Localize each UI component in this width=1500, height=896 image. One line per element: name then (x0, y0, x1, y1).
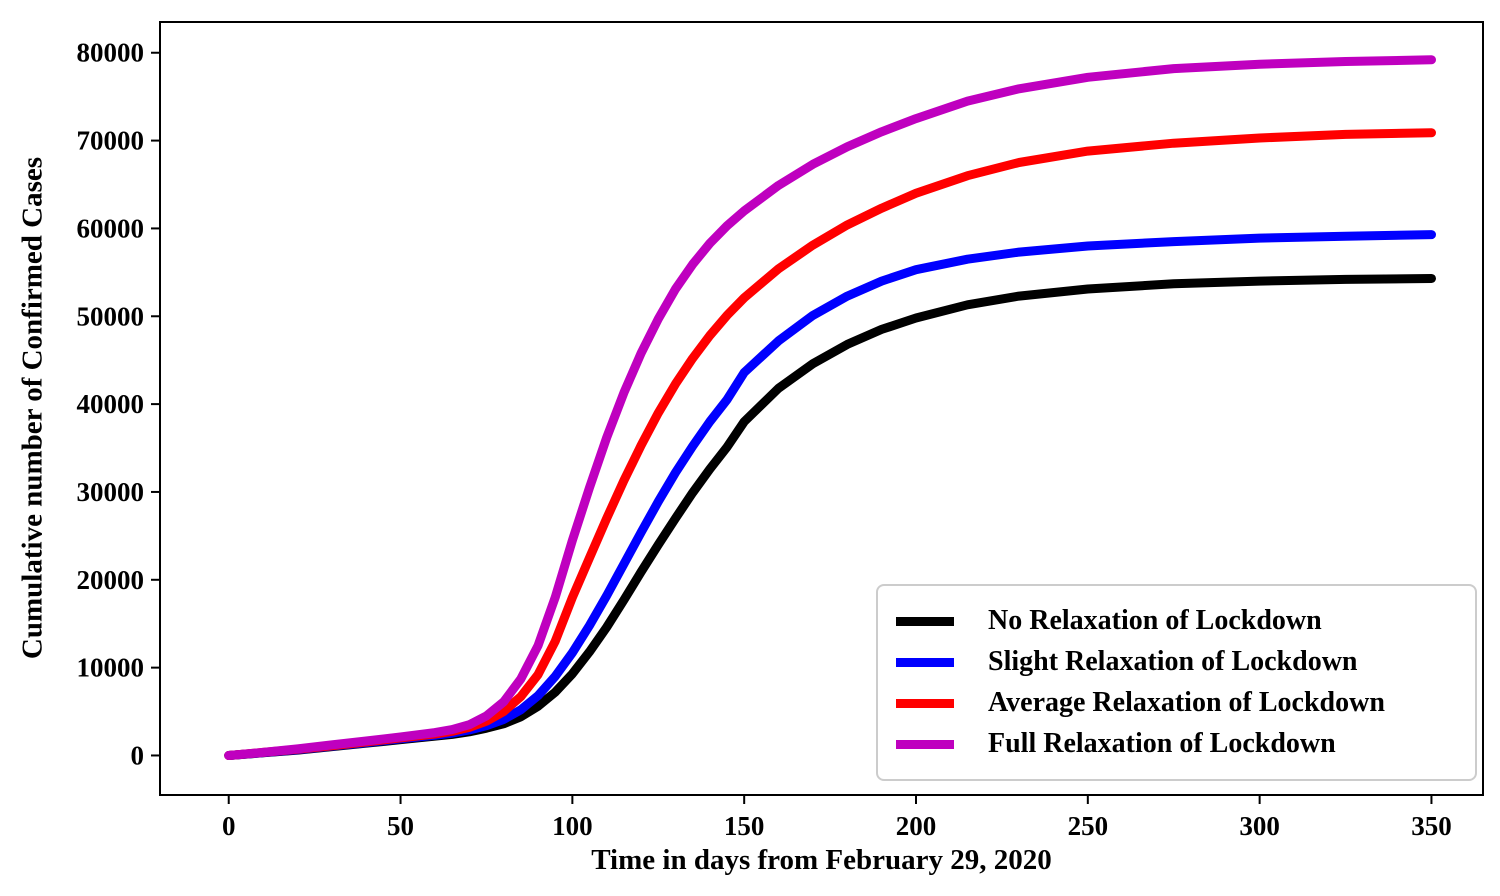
legend-item: No Relaxation of Lockdown (896, 607, 1457, 635)
x-axis-label: Time in days from February 29, 2020 (591, 844, 1052, 876)
x-tick-label: 300 (1239, 811, 1280, 841)
y-tick-label: 30000 (77, 477, 145, 507)
legend-swatch-slight-relaxation (896, 657, 954, 667)
legend-label: Full Relaxation of Lockdown (988, 728, 1336, 759)
y-tick-label: 50000 (77, 301, 145, 331)
x-tick-label: 100 (552, 811, 593, 841)
legend-swatch-full-relaxation (896, 739, 954, 749)
x-tick-label: 350 (1411, 811, 1452, 841)
x-tick-label: 250 (1068, 811, 1109, 841)
y-tick-label: 10000 (77, 653, 145, 683)
legend: No Relaxation of Lockdown Slight Relaxat… (876, 584, 1477, 781)
legend-item: Slight Relaxation of Lockdown (896, 648, 1457, 676)
x-tick-label: 50 (387, 811, 414, 841)
legend-label: Average Relaxation of Lockdown (988, 687, 1385, 718)
x-tick-label: 200 (896, 811, 937, 841)
legend-label: Slight Relaxation of Lockdown (988, 646, 1358, 677)
y-tick-label: 70000 (77, 126, 145, 156)
x-tick-label: 150 (724, 811, 765, 841)
legend-item: Full Relaxation of Lockdown (896, 730, 1457, 758)
y-tick-label: 20000 (77, 565, 145, 595)
plot-frame (159, 21, 1484, 796)
y-tick-label: 40000 (77, 389, 145, 419)
legend-swatch-average-relaxation (896, 698, 954, 708)
y-axis-label: Cumulative number of Confirmed Cases (16, 156, 49, 660)
y-tick-label: 0 (131, 740, 145, 770)
y-tick-label: 80000 (77, 38, 145, 68)
legend-item: Average Relaxation of Lockdown (896, 689, 1457, 717)
y-tick-label: 60000 (77, 213, 145, 243)
series-full-relaxation-of-lockdown (224, 55, 1436, 760)
x-tick-label: 0 (222, 811, 236, 841)
legend-label: No Relaxation of Lockdown (988, 605, 1322, 636)
legend-swatch-no-relaxation (896, 616, 954, 626)
